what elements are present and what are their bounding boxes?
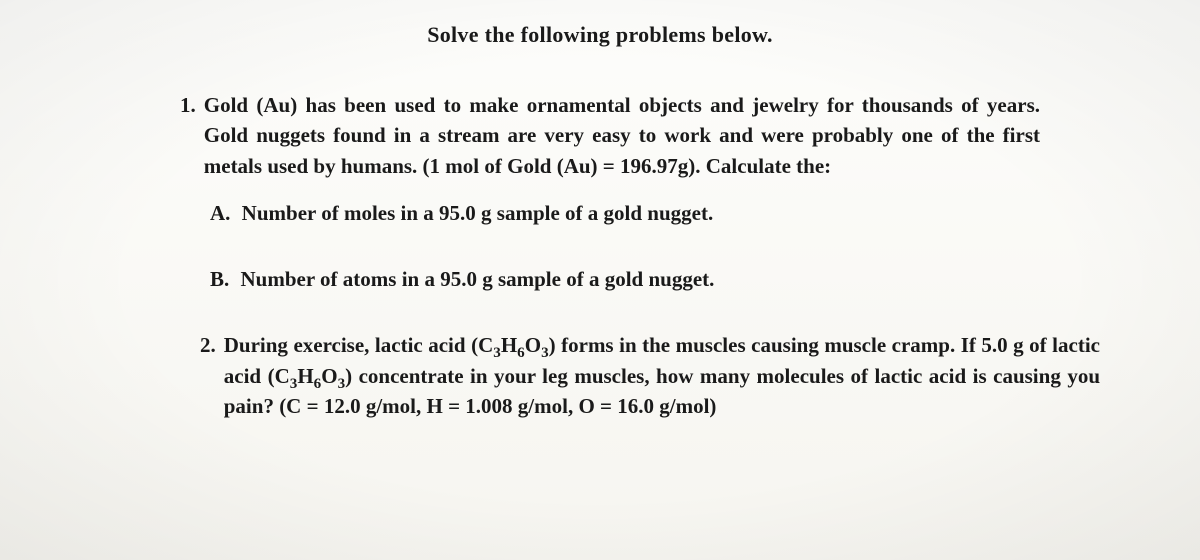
subpart-text: Number of moles in a 95.0 g sample of a … xyxy=(242,201,714,225)
subpart-text: Number of atoms in a 95.0 g sample of a … xyxy=(241,267,715,291)
problem-1-text: Gold (Au) has been used to make ornament… xyxy=(204,90,1040,181)
problem-1-subpart-b: B. Number of atoms in a 95.0 g sample of… xyxy=(210,265,1040,294)
subpart-label: A. xyxy=(210,201,230,225)
problem-1-subpart-a: A. Number of moles in a 95.0 g sample of… xyxy=(210,199,1040,228)
problem-2: 2. During exercise, lactic acid (C3H6O3)… xyxy=(40,330,1160,421)
instruction-heading: Solve the following problems below. xyxy=(40,22,1160,48)
problem-1-number: 1. xyxy=(180,90,196,181)
problem-2-text: During exercise, lactic acid (C3H6O3) fo… xyxy=(224,330,1100,421)
problem-1: 1. Gold (Au) has been used to make ornam… xyxy=(40,90,1160,294)
subpart-label: B. xyxy=(210,267,229,291)
problem-1-stem: 1. Gold (Au) has been used to make ornam… xyxy=(180,90,1040,181)
problem-2-stem: 2. During exercise, lactic acid (C3H6O3)… xyxy=(200,330,1100,421)
worksheet-page: Solve the following problems below. 1. G… xyxy=(0,0,1200,560)
problem-2-number: 2. xyxy=(200,330,216,421)
